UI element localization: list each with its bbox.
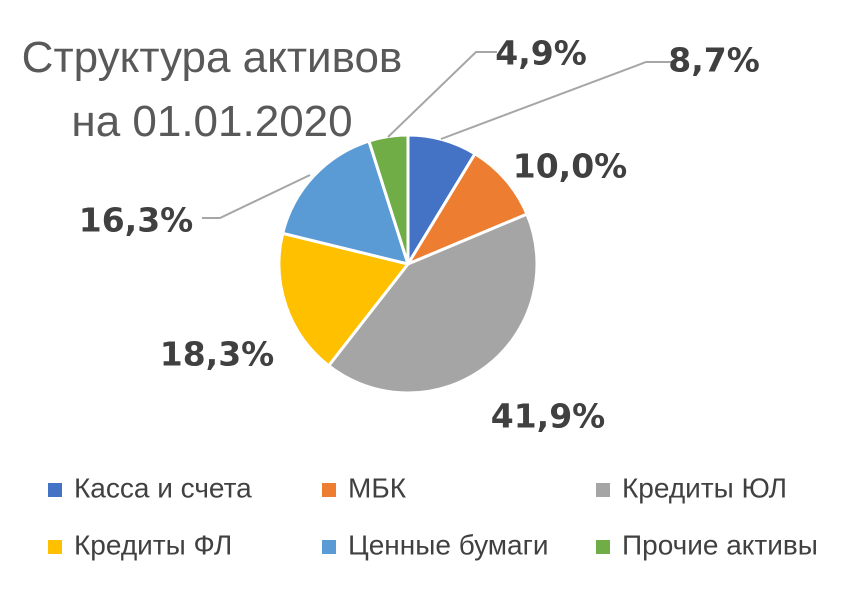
leader-line-6 (387, 51, 497, 138)
data-label-3: 41,9% (491, 397, 606, 436)
leader-line-5 (202, 174, 311, 219)
data-label-5: 16,3% (79, 201, 194, 240)
legend-label-3: Кредиты ЮЛ (622, 472, 787, 503)
legend-item-6: Прочие активы (596, 529, 818, 560)
leader-line-1 (440, 61, 672, 140)
legend-item-2: МБК (322, 472, 407, 503)
legend-label-5: Ценные бумаги (348, 529, 548, 560)
legend-label-4: Кредиты ФЛ (74, 529, 232, 560)
data-labels: 8,7% 10,0% 41,9% 18,3% 16,3% 4,9% (79, 34, 760, 436)
legend-swatch-5 (322, 540, 336, 554)
data-label-1: 8,7% (668, 41, 760, 80)
legend-label-1: Касса и счета (74, 472, 252, 503)
legend-item-4: Кредиты ФЛ (48, 529, 232, 560)
legend-swatch-1 (48, 483, 62, 497)
legend-item-5: Ценные бумаги (322, 529, 548, 560)
legend: Касса и счета МБК Кредиты ЮЛ Кредиты ФЛ Ценн… (48, 472, 818, 560)
pie-slice-4 (277, 231, 410, 368)
chart-title-line-2: на 01.01.2020 (71, 97, 352, 146)
legend-swatch-3 (596, 483, 610, 497)
chart-title-line-1: Структура активов (22, 33, 403, 82)
legend-label-6: Прочие активы (622, 529, 818, 560)
legend-swatch-6 (596, 540, 610, 554)
pie-slice-2 (406, 152, 529, 266)
legend-swatch-4 (48, 540, 62, 554)
leader-lines (202, 51, 672, 219)
pie-slice-5 (281, 139, 410, 266)
pie-slice-3 (327, 212, 539, 395)
legend-swatch-2 (322, 483, 336, 497)
data-label-6: 4,9% (495, 34, 587, 73)
legend-label-2: МБК (348, 472, 407, 503)
data-label-2: 10,0% (513, 147, 628, 186)
legend-item-3: Кредиты ЮЛ (596, 472, 787, 503)
legend-item-1: Касса и счета (48, 472, 252, 503)
data-label-4: 18,3% (160, 335, 275, 374)
pie-slices (277, 133, 539, 395)
